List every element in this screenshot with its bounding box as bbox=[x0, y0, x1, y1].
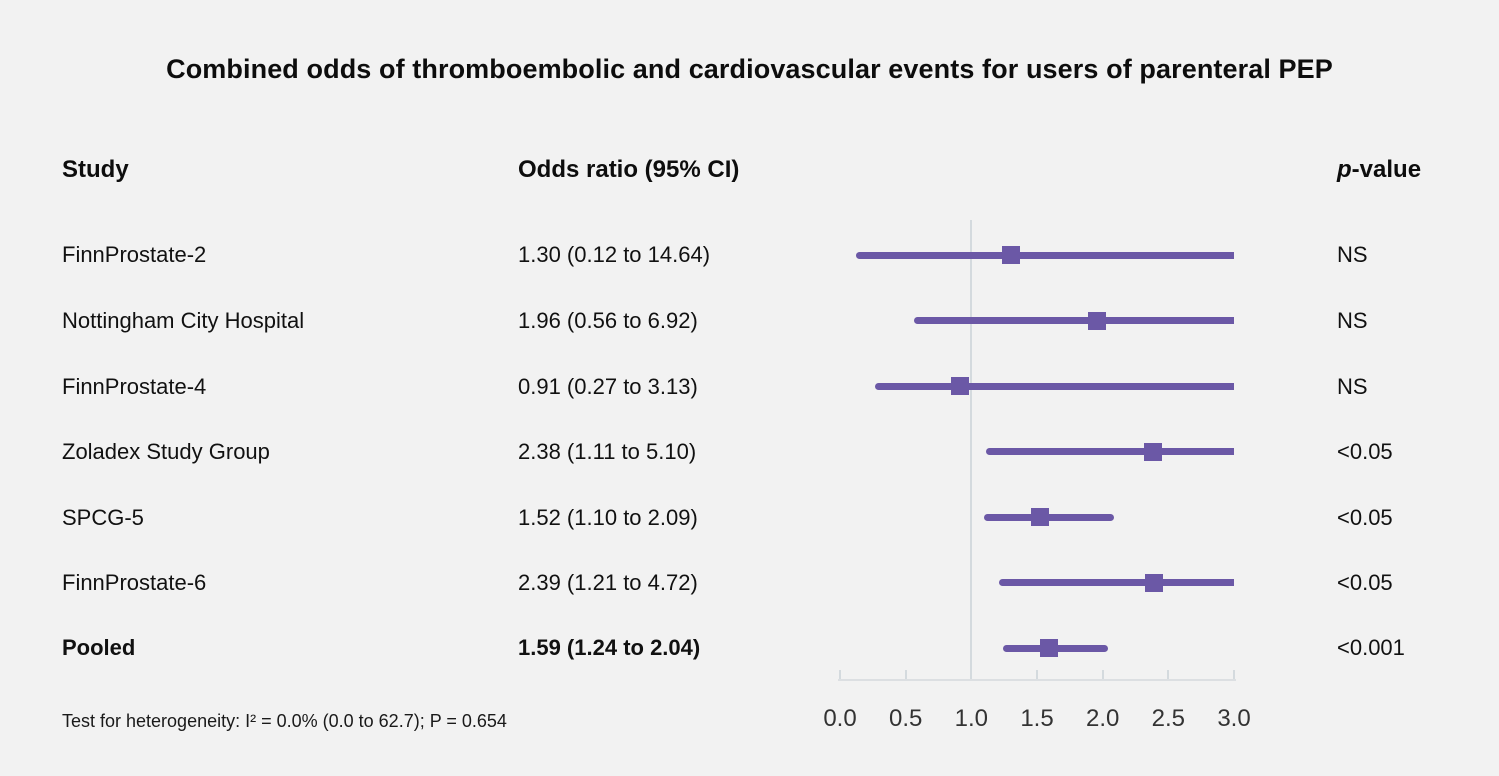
column-header-study: Study bbox=[62, 156, 129, 183]
p-value: <0.05 bbox=[1337, 439, 1393, 464]
axis-tick bbox=[904, 670, 907, 679]
point-estimate-marker bbox=[1088, 311, 1107, 330]
axis-tick-label: 1.5 bbox=[1020, 705, 1054, 732]
p-value: <0.05 bbox=[1337, 570, 1393, 595]
odds-ratio-ci-value: 1.59 (1.24 to 2.04) bbox=[518, 635, 701, 660]
ci-line bbox=[855, 251, 1234, 259]
p-value: NS bbox=[1337, 242, 1368, 267]
study-label: Zoladex Study Group bbox=[62, 439, 270, 464]
table-row: SPCG-5 1.52 (1.10 to 2.09) <0.05 bbox=[0, 504, 1499, 532]
column-header-p-value: p-value bbox=[1337, 156, 1421, 184]
p-suffix: -value bbox=[1351, 156, 1422, 183]
study-label: Nottingham City Hospital bbox=[62, 308, 305, 333]
ci-line bbox=[875, 382, 1234, 390]
odds-ratio-ci-value: 1.30 (0.12 to 14.64) bbox=[518, 242, 711, 267]
heterogeneity-note: Test for heterogeneity: I² = 0.0% (0.0 t… bbox=[62, 711, 507, 731]
axis-tick-label: 2.0 bbox=[1085, 705, 1120, 732]
axis-tick bbox=[1233, 670, 1235, 679]
axis-tick-label: 0.5 bbox=[888, 705, 923, 732]
odds-ratio-ci-value: 2.39 (1.21 to 4.72) bbox=[518, 570, 698, 595]
table-row-pooled: Pooled 1.59 (1.24 to 2.04) <0.001 bbox=[0, 634, 1499, 662]
point-estimate-marker bbox=[950, 377, 969, 395]
axis-tick bbox=[970, 670, 973, 679]
odds-ratio-ci-value: 0.91 (0.27 to 3.13) bbox=[518, 374, 698, 399]
table-row: Zoladex Study Group 2.38 (1.11 to 5.10) … bbox=[0, 438, 1499, 466]
table-row: FinnProstate-2 1.30 (0.12 to 14.64) NS bbox=[0, 241, 1499, 269]
p-value: NS bbox=[1337, 374, 1368, 399]
axis-tick bbox=[1036, 670, 1038, 679]
column-header-odds-ratio: Odds ratio (95% CI) bbox=[518, 156, 740, 183]
axis-tick bbox=[1167, 670, 1170, 679]
ci-line bbox=[985, 448, 1234, 455]
ci-line bbox=[913, 317, 1234, 324]
axis-line bbox=[838, 679, 1236, 681]
study-label: Pooled bbox=[62, 635, 136, 660]
p-value: <0.05 bbox=[1337, 505, 1393, 530]
study-label: FinnProstate-6 bbox=[62, 570, 207, 595]
figure-title: Combined odds of thromboembolic and card… bbox=[166, 54, 1333, 84]
study-label: SPCG-5 bbox=[62, 505, 144, 530]
ci-line bbox=[998, 579, 1234, 586]
axis-tick-label: 1.0 bbox=[954, 705, 989, 732]
ci-line bbox=[984, 513, 1115, 521]
axis-tick-label: 3.0 bbox=[1217, 705, 1251, 732]
table-row: FinnProstate-6 2.39 (1.21 to 4.72) <0.05 bbox=[0, 569, 1499, 597]
axis-tick-label: 0.0 bbox=[823, 705, 857, 732]
point-estimate-marker bbox=[1030, 508, 1049, 526]
point-estimate-marker bbox=[1143, 442, 1162, 461]
p-value: <0.001 bbox=[1337, 635, 1405, 660]
odds-ratio-ci-value: 1.96 (0.56 to 6.92) bbox=[518, 308, 698, 333]
p-value: NS bbox=[1337, 308, 1368, 333]
axis-tick bbox=[839, 670, 841, 679]
table-row: Nottingham City Hospital 1.96 (0.56 to 6… bbox=[0, 307, 1499, 335]
point-estimate-marker bbox=[1144, 573, 1163, 592]
pooled-estimate-marker bbox=[1039, 639, 1058, 657]
p-italic: p bbox=[1337, 156, 1352, 183]
axis-tick bbox=[1101, 670, 1104, 679]
point-estimate-marker bbox=[1001, 246, 1020, 264]
axis-tick-label: 2.5 bbox=[1151, 705, 1186, 732]
table-row: FinnProstate-4 0.91 (0.27 to 3.13) NS bbox=[0, 373, 1499, 401]
reference-line bbox=[970, 220, 973, 679]
study-label: FinnProstate-4 bbox=[62, 374, 207, 399]
odds-ratio-ci-value: 2.38 (1.11 to 5.10) bbox=[518, 439, 697, 464]
odds-ratio-ci-value: 1.52 (1.10 to 2.09) bbox=[518, 505, 698, 530]
study-label: FinnProstate-2 bbox=[62, 242, 207, 267]
